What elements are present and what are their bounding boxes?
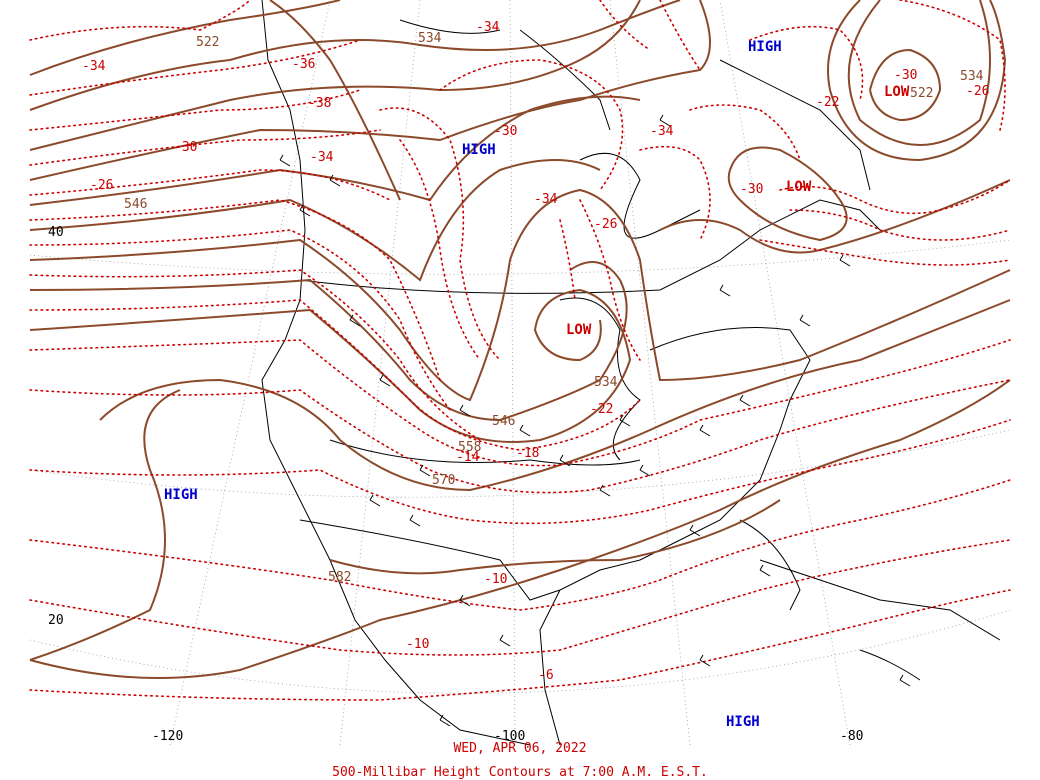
temperature-label: -10 bbox=[406, 637, 429, 652]
height-contours bbox=[29, 0, 1011, 679]
temperature-label: -34 bbox=[82, 59, 106, 74]
height-label: 522 bbox=[196, 35, 219, 50]
temperature-contours bbox=[29, 0, 1011, 701]
height-label: 570 bbox=[432, 473, 455, 488]
low-pressure-center: LOW bbox=[786, 179, 812, 195]
temperature-label: -30 bbox=[740, 182, 763, 197]
longitude-label-80: -80 bbox=[840, 729, 863, 744]
height-label: 534 bbox=[418, 31, 442, 46]
height-label: 546 bbox=[492, 414, 515, 429]
map-caption: 500-Millibar Height Contours at 7:00 A.M… bbox=[332, 765, 708, 780]
high-pressure-center: HIGH bbox=[462, 142, 496, 158]
low-pressure-center: LOW bbox=[566, 322, 592, 338]
map-area bbox=[30, 0, 1010, 745]
date-label: WED, APR 06, 2022 bbox=[453, 741, 587, 756]
high-pressure-center: HIGH bbox=[164, 487, 198, 503]
height-label: 558 bbox=[458, 440, 481, 455]
temperature-label: -10 bbox=[484, 572, 507, 587]
wind-barbs bbox=[279, 114, 911, 727]
low-pressure-center: LOW bbox=[884, 84, 910, 100]
temperature-label: -34 bbox=[310, 150, 334, 165]
latitude-label-40: 40 bbox=[48, 225, 64, 240]
temperature-label: -26 bbox=[966, 84, 989, 99]
height-label: 534 bbox=[594, 375, 618, 390]
temperature-label: -22 bbox=[590, 402, 613, 417]
temperature-label: -26 bbox=[594, 217, 617, 232]
temperature-label: -30 bbox=[894, 68, 917, 83]
temperature-label: -14 bbox=[456, 450, 480, 465]
latitude-label-20: 20 bbox=[48, 613, 64, 628]
temperature-label: -30 bbox=[174, 140, 197, 155]
temperature-labels: -34 -36 -38 -34 -34 -30 -26 -30 -34 -26 … bbox=[82, 20, 989, 683]
height-label: 546 bbox=[124, 197, 147, 212]
height-label: 582 bbox=[328, 570, 351, 585]
height-label: 522 bbox=[910, 86, 933, 101]
temperature-label: -26 bbox=[90, 178, 113, 193]
height-label: 534 bbox=[960, 69, 984, 84]
high-pressure-center: HIGH bbox=[748, 39, 782, 55]
longitude-label-120: -120 bbox=[152, 729, 183, 744]
temperature-label: -36 bbox=[292, 57, 315, 72]
temperature-label: -30 bbox=[494, 124, 517, 139]
temperature-label: -18 bbox=[516, 446, 539, 461]
axis-labels: 40 20 -120 -100 -80 bbox=[48, 225, 863, 744]
temperature-label: -34 bbox=[650, 124, 674, 139]
temperature-label: -6 bbox=[538, 668, 554, 683]
temperature-label: -22 bbox=[816, 95, 839, 110]
longitude-label-100: -100 bbox=[494, 729, 525, 744]
temperature-label: -38 bbox=[308, 96, 331, 111]
temperature-label: -34 bbox=[534, 192, 558, 207]
height-labels: 522 534 546 534 534 546 558 570 582 522 bbox=[124, 31, 984, 585]
high-pressure-center: HIGH bbox=[726, 714, 760, 730]
temperature-label: -34 bbox=[476, 20, 500, 35]
geographic-outlines bbox=[261, 0, 1001, 746]
pressure-centers: HIGH HIGH HIGH HIGH LOW LOW LOW bbox=[164, 39, 910, 730]
